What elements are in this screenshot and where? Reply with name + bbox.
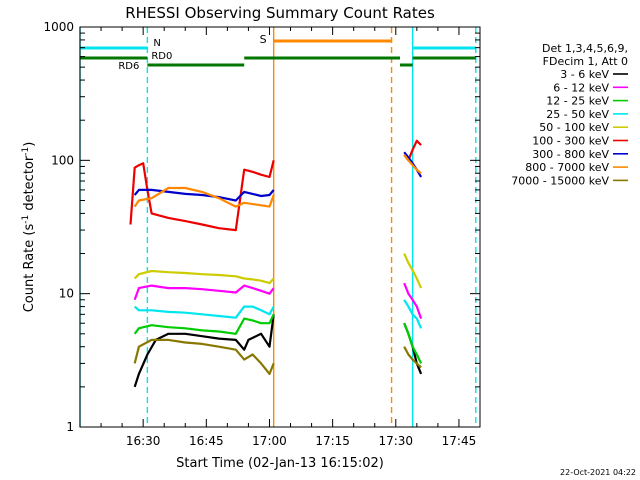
series-layer: [129, 139, 423, 388]
series-line-3: [133, 305, 275, 319]
series-line-0: [133, 314, 275, 388]
series-line-7: [403, 154, 422, 175]
legend-header-line2: FDecim 1, Att 0: [543, 55, 628, 68]
series-line-7: [133, 186, 275, 208]
y-tick-label: 100: [51, 153, 74, 167]
y-axis-label-sup1: -1: [21, 215, 31, 224]
y-axis-label-mid: detector: [22, 155, 37, 215]
x-tick-label: 17:30: [378, 434, 413, 448]
y-tick-label: 10: [59, 287, 74, 301]
x-tick-label: 16:45: [189, 434, 224, 448]
series-line-2: [133, 313, 275, 335]
x-axis-label: Start Time (02-Jan-13 16:15:02): [176, 456, 384, 471]
rd6-label: RD6: [118, 61, 139, 72]
legend-label: 3 - 6 keV: [560, 68, 609, 81]
y-axis-label: Count Rate (s-1 detector-1): [21, 142, 37, 313]
rd0-label: RD0: [151, 51, 172, 62]
y-tick-label: 1: [66, 420, 74, 434]
night-label: N: [153, 38, 160, 49]
y-axis-label-end: ): [22, 142, 37, 147]
saa-label: S: [260, 33, 267, 46]
x-tick-label: 17:45: [442, 434, 477, 448]
y-axis-label-sup2: -1: [21, 147, 31, 156]
legend: Det 1,3,4,5,6,9, FDecim 1, Att 0 3 - 6 k…: [511, 42, 628, 187]
chart-title: RHESSI Observing Summary Count Rates: [125, 4, 435, 22]
series-line-3: [403, 299, 423, 329]
plot-frame: [79, 26, 481, 428]
legend-label: 25 - 50 keV: [546, 108, 609, 121]
legend-label: 12 - 25 keV: [546, 95, 609, 108]
legend-label: 7000 - 15000 keV: [511, 174, 609, 187]
series-line-1: [133, 284, 275, 301]
series-line-1: [403, 282, 423, 319]
footer-timestamp: 22-Oct-2021 04:22: [560, 468, 636, 477]
y-axis-label-main: Count Rate (s: [22, 224, 37, 313]
x-tick-label: 17:00: [252, 434, 287, 448]
legend-label: 800 - 7000 keV: [525, 161, 609, 174]
legend-label: 100 - 300 keV: [532, 135, 609, 148]
series-line-4: [133, 269, 275, 285]
legend-label: 50 - 100 keV: [539, 121, 609, 134]
series-line-8: [403, 346, 422, 369]
x-tick-label: 17:15: [315, 434, 350, 448]
legend-label: 300 - 800 keV: [532, 148, 609, 161]
y-tick-label: 1000: [43, 20, 74, 34]
series-line-5: [129, 160, 275, 232]
legend-label: 6 - 12 keV: [553, 81, 609, 94]
axis-layer: 16:30 16:45 17:00 17:15 17:30 17:45 1 10 100 1000: [43, 20, 481, 448]
series-line-8: [133, 338, 275, 375]
x-tick-label: 16:30: [126, 434, 161, 448]
series-line-4: [403, 253, 423, 289]
legend-header-line1: Det 1,3,4,5,6,9,: [542, 42, 628, 55]
series-line-2: [403, 322, 423, 364]
